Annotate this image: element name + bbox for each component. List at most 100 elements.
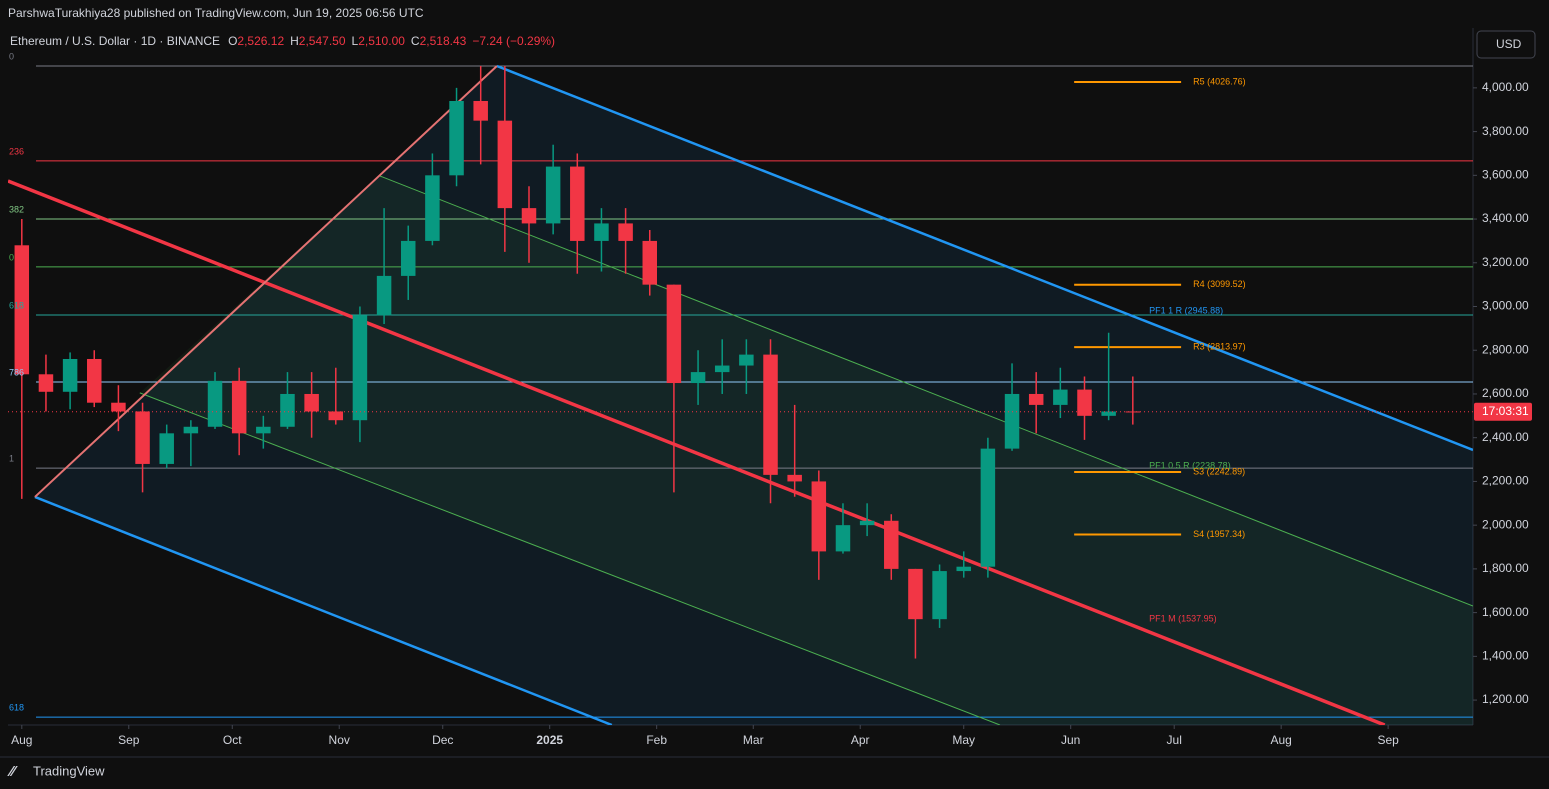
x-tick-label: Aug — [1270, 733, 1291, 747]
x-tick-label: 2025 — [536, 733, 563, 747]
candle-body — [1053, 389, 1068, 405]
countdown: 17:03:31 — [1482, 404, 1529, 418]
candle-body — [642, 240, 658, 285]
candle-body — [835, 525, 851, 552]
y-tick-label: 2,600.00 — [1482, 386, 1529, 400]
ohlc-value: 2,510.00 — [358, 34, 405, 48]
last-price-box — [1474, 402, 1532, 421]
fib-label: 382 — [9, 204, 24, 214]
brand: TradingView — [33, 763, 105, 778]
pivot-label: PF1 0.5 R (2238.78) — [1149, 460, 1231, 470]
pivot-label: R4 (3099.52) — [1193, 279, 1246, 289]
x-tick-label: Apr — [851, 733, 870, 747]
candle-body — [666, 284, 682, 384]
x-tick-label: Dec — [432, 733, 453, 747]
x-tick-label: Aug — [11, 733, 32, 747]
trendline — [8, 179, 1386, 725]
ohlc-value: 2,518.43 — [420, 34, 467, 48]
candle-body — [859, 520, 875, 526]
ohlc-label: L — [352, 34, 359, 48]
x-tick-label: Sep — [1377, 733, 1399, 747]
y-tick-label: 1,800.00 — [1482, 561, 1529, 575]
candle-body — [1101, 411, 1116, 416]
fib-label: 0 — [9, 51, 14, 61]
candle-body — [811, 481, 827, 552]
trendline — [139, 392, 1001, 725]
trendline — [34, 495, 613, 725]
trendline — [379, 175, 1473, 607]
x-tick-label: May — [952, 733, 975, 747]
candle-body — [980, 448, 996, 567]
publisher: ParshwaTurakhiya28 published on TradingV… — [8, 6, 424, 20]
pivot-label: PF1 1 R (2945.88) — [1149, 306, 1223, 316]
x-tick-label: Oct — [223, 733, 242, 747]
candle-body — [183, 426, 199, 434]
trendline — [34, 65, 498, 498]
candle-body — [352, 315, 368, 421]
candle-body — [111, 402, 126, 412]
fib-label: 618 — [9, 300, 24, 310]
symbol: Ethereum / U.S. Dollar · 1D · BINANCE — [10, 34, 220, 48]
candle-body — [280, 393, 295, 427]
x-tick-label: Sep — [118, 733, 140, 747]
candle-body — [256, 426, 271, 434]
candle-body — [400, 240, 416, 276]
candle-body — [908, 568, 923, 620]
candle-body — [135, 411, 150, 464]
y-tick-label: 3,000.00 — [1482, 299, 1529, 313]
pivot-label: S4 (1957.34) — [1193, 529, 1245, 539]
pivot-label: R5 (4026.76) — [1193, 76, 1246, 86]
pivot-label: S3 (2242.89) — [1193, 466, 1245, 476]
candle-body — [1004, 393, 1020, 449]
candle-body — [884, 520, 899, 569]
fib-label: 236 — [9, 146, 24, 156]
candle-body — [521, 208, 537, 224]
candle-body — [545, 166, 561, 224]
candle-body — [956, 566, 971, 572]
candle-body — [570, 166, 585, 241]
candle-body — [932, 571, 947, 620]
candle-body — [328, 411, 344, 421]
ohlc-label: O — [228, 34, 237, 48]
candle-body — [1077, 389, 1092, 416]
channel-fill — [139, 175, 1473, 725]
fib-label: 1 — [9, 453, 14, 463]
y-tick-label: 3,200.00 — [1482, 255, 1529, 269]
x-tick-label: Jul — [1167, 733, 1182, 747]
currency: USD — [1496, 37, 1522, 51]
candle-body — [304, 393, 319, 412]
candle-body — [739, 354, 754, 366]
candle-body — [763, 354, 778, 475]
plot — [8, 64, 1473, 725]
x-tick-label: Nov — [329, 733, 350, 747]
y-tick-label: 2,800.00 — [1482, 342, 1529, 356]
y-tick-label: 1,200.00 — [1482, 692, 1529, 706]
y-tick-label: 1,600.00 — [1482, 605, 1529, 619]
x-tick-label: Feb — [646, 733, 667, 747]
currency-button[interactable] — [1476, 30, 1536, 59]
candle-body — [207, 380, 223, 427]
y-tick-label: 3,600.00 — [1482, 167, 1529, 181]
candle-body — [87, 358, 102, 403]
candle-body — [787, 474, 802, 482]
candle-body — [38, 374, 54, 392]
candle-body — [497, 120, 513, 209]
candle-body — [449, 100, 464, 176]
candle-body — [714, 365, 730, 373]
y-tick-label: 2,000.00 — [1482, 517, 1529, 531]
x-tick-label: Mar — [743, 733, 764, 747]
ohlc-label: H — [290, 34, 299, 48]
candle-body — [376, 275, 392, 316]
fib-label: 618 — [9, 703, 24, 713]
candle-body — [62, 358, 78, 392]
candle-body — [473, 100, 488, 121]
ohlc-value: 2,526.12 — [237, 34, 284, 48]
candle-body — [690, 372, 706, 384]
candle-body — [231, 380, 247, 434]
y-tick-label: 1,400.00 — [1482, 649, 1529, 663]
channel-fill — [34, 66, 1473, 725]
fib-label: 0 — [9, 252, 14, 262]
change: −7.24 (−0.29%) — [472, 34, 555, 48]
pivot-label: R3 (2813.97) — [1193, 342, 1246, 352]
